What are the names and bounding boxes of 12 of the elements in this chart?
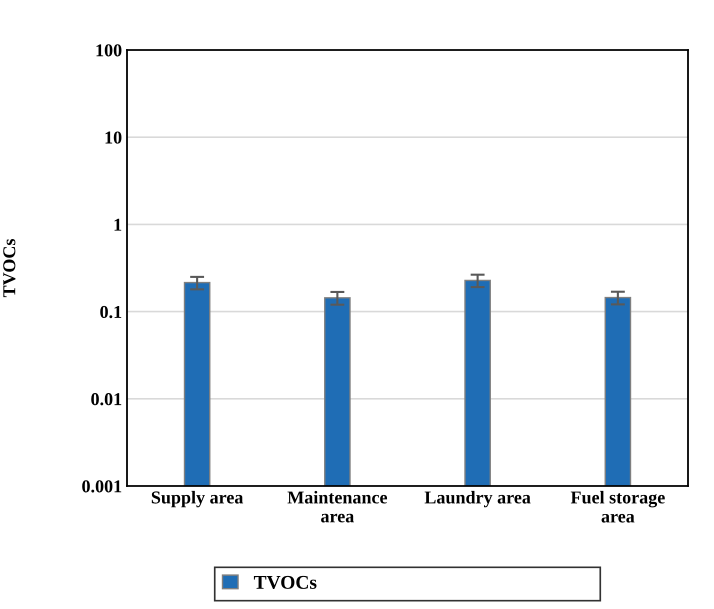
y-tick-label: 1 xyxy=(114,218,122,231)
x-tick-label: Maintenance area xyxy=(288,490,388,522)
y-tick-label: 100 xyxy=(96,44,122,56)
legend-label: TVOCs xyxy=(254,576,316,590)
y-tick-label: 0.001 xyxy=(82,480,122,493)
y-tick-label: 10 xyxy=(106,131,122,144)
x-tick-label: Supply area xyxy=(152,490,244,508)
y-tick-label: 0.01 xyxy=(91,393,122,406)
y-tick-label: 0.1 xyxy=(100,306,122,318)
x-tick-label: Laundry area xyxy=(424,490,531,508)
y-axis-title: TVOCs xyxy=(3,239,16,298)
x-tick-label: Fuel storage area xyxy=(570,490,665,523)
